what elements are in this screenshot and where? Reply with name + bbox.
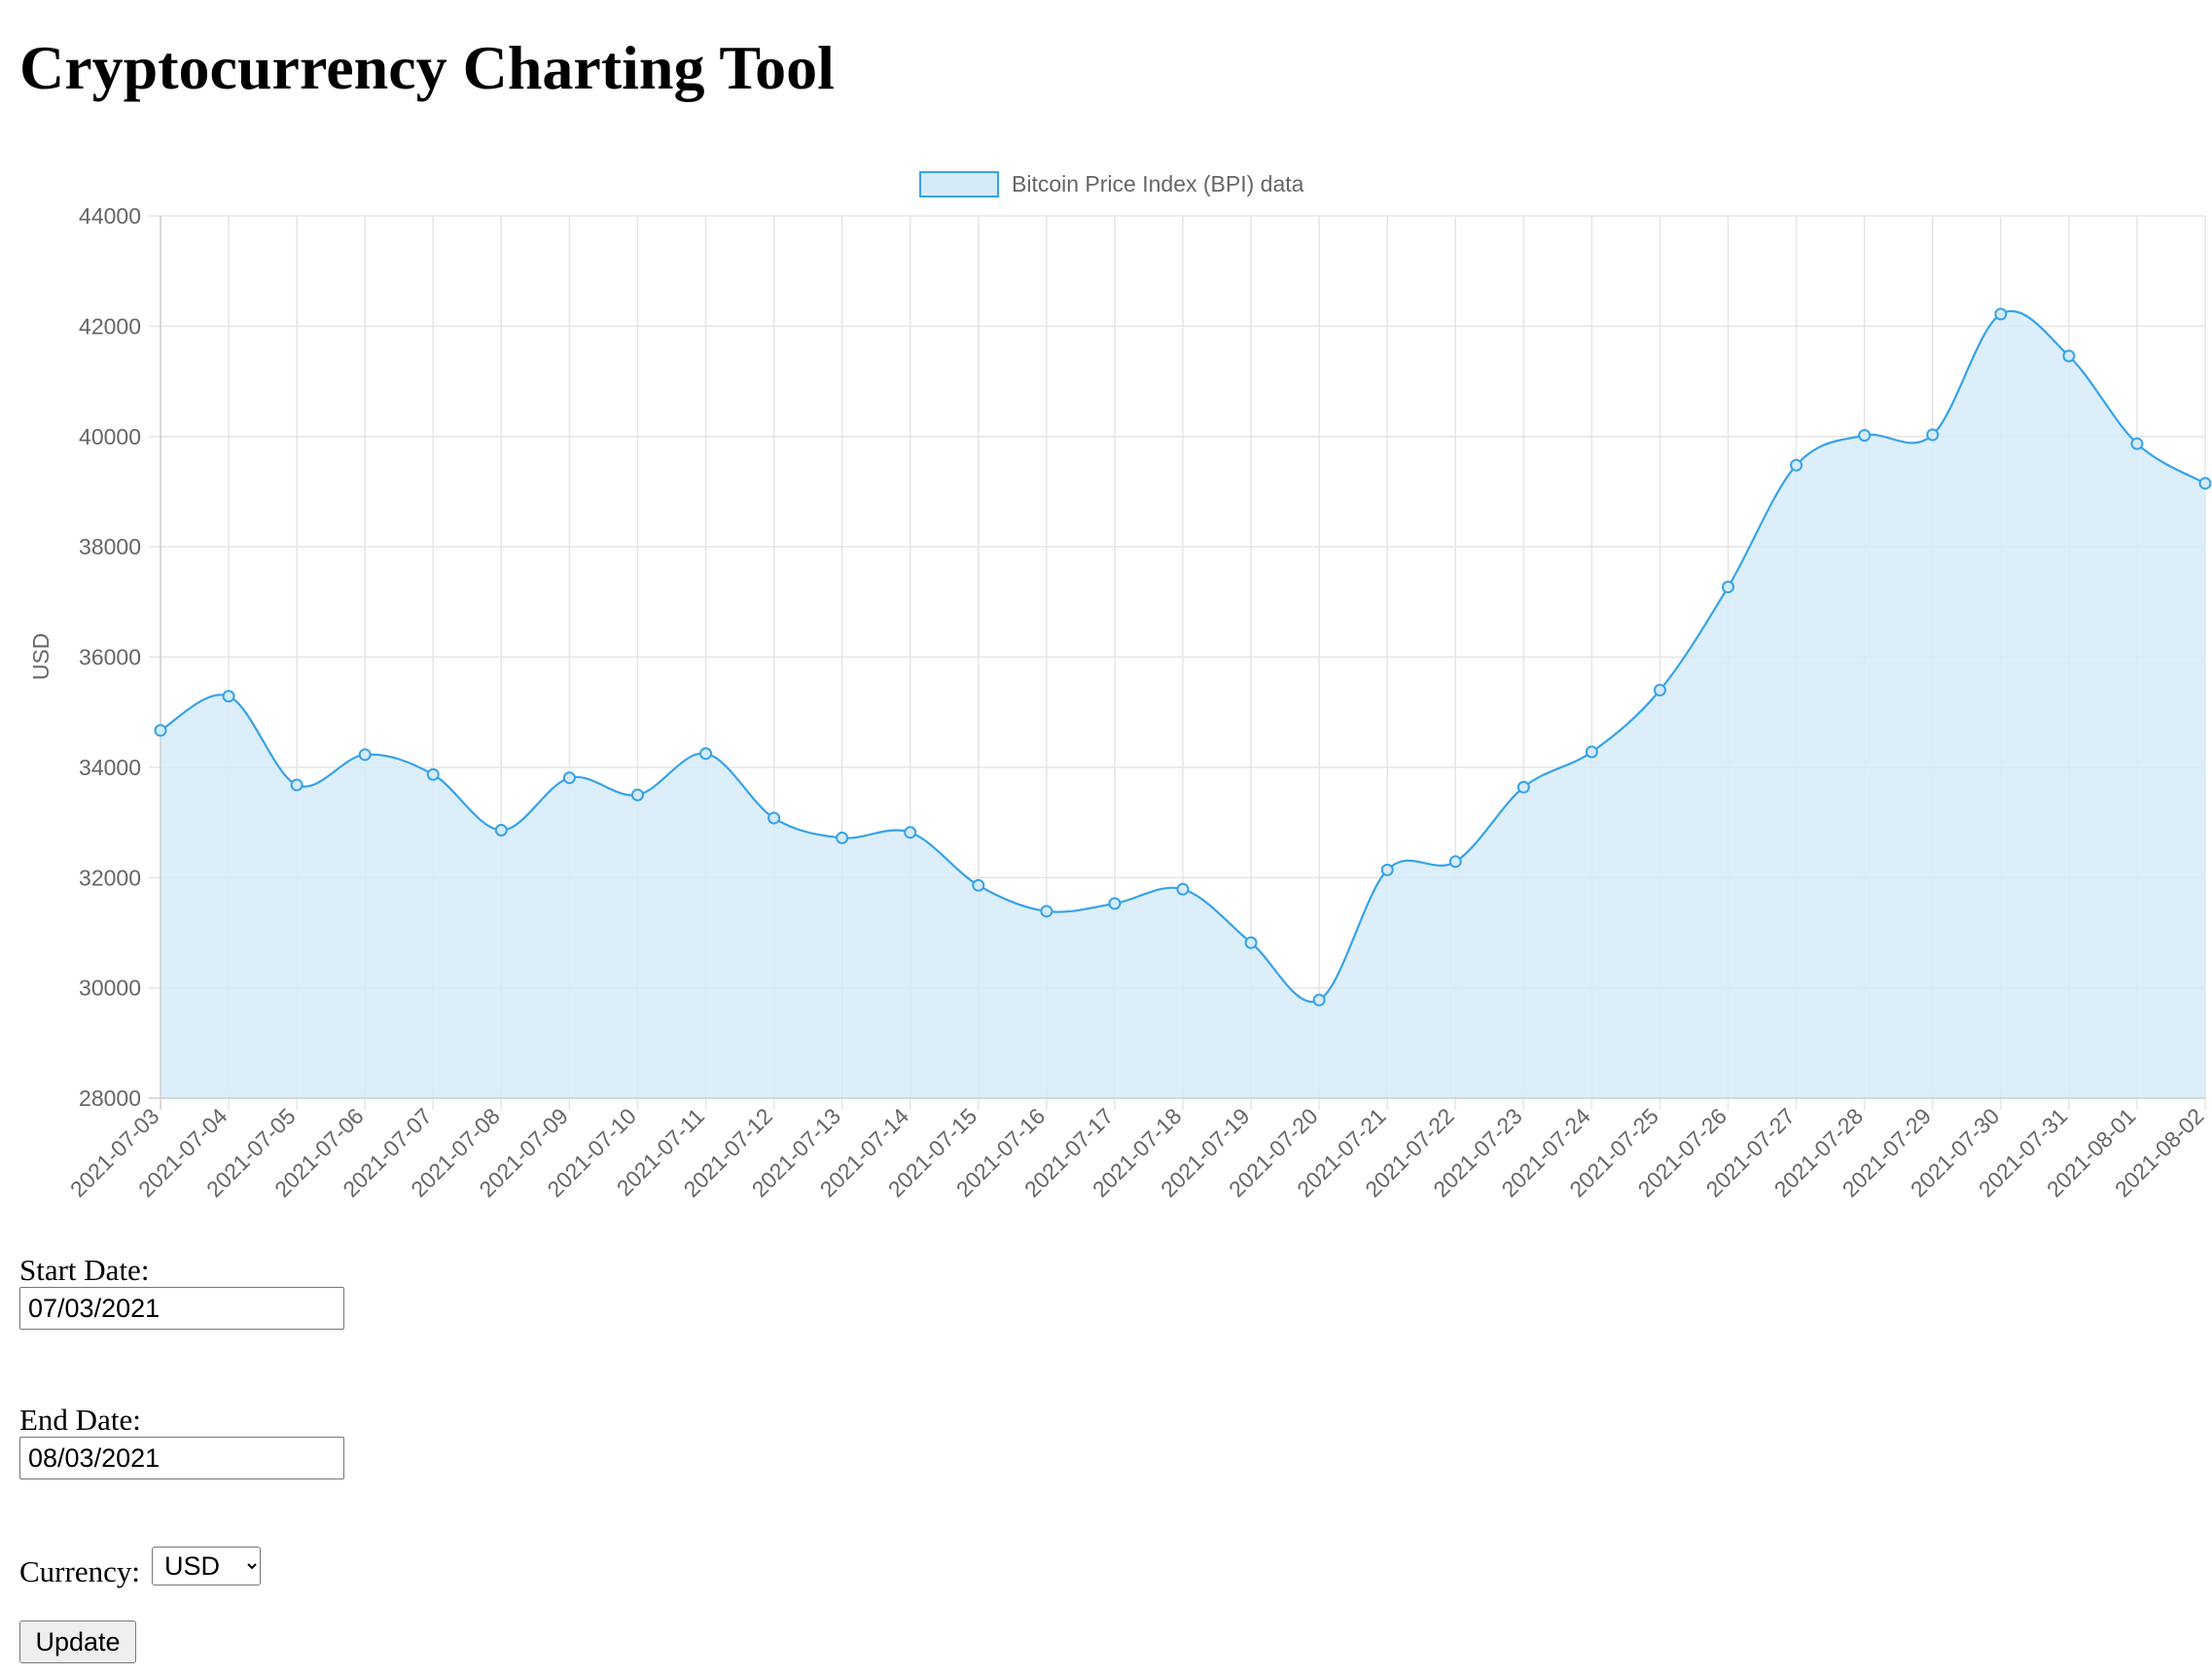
y-tick-label: 42000 bbox=[79, 313, 141, 338]
data-point[interactable] bbox=[1722, 581, 1735, 594]
data-point[interactable] bbox=[1448, 855, 1462, 869]
data-point[interactable] bbox=[2130, 437, 2144, 450]
data-point[interactable] bbox=[426, 767, 440, 781]
start-date-input[interactable] bbox=[19, 1287, 344, 1330]
data-point[interactable] bbox=[767, 811, 781, 825]
y-tick-label: 34000 bbox=[79, 755, 141, 780]
currency-label: Currency: bbox=[19, 1554, 140, 1588]
y-axis-title: USD bbox=[28, 633, 54, 681]
legend-swatch[interactable] bbox=[919, 171, 999, 197]
data-point[interactable] bbox=[1994, 307, 2008, 321]
data-point[interactable] bbox=[1040, 905, 1053, 918]
data-point[interactable] bbox=[2062, 349, 2076, 363]
data-point[interactable] bbox=[154, 724, 167, 737]
data-point[interactable] bbox=[562, 771, 576, 785]
data-point[interactable] bbox=[1653, 684, 1666, 697]
y-tick-label: 30000 bbox=[79, 976, 141, 1001]
data-point[interactable] bbox=[1380, 863, 1394, 876]
y-tick-label: 40000 bbox=[79, 424, 141, 449]
legend-label[interactable]: Bitcoin Price Index (BPI) data bbox=[1012, 171, 1304, 196]
data-point[interactable] bbox=[222, 690, 235, 703]
y-tick-label: 38000 bbox=[79, 534, 141, 559]
end-date-input[interactable] bbox=[19, 1437, 344, 1479]
series-area-fill bbox=[161, 310, 2205, 1098]
bpi-line-chart: 28000 30000 32000 34000 36000 38000 40000 42000… bbox=[28, 171, 2212, 1202]
start-date-label: Start Date: bbox=[19, 1253, 150, 1287]
data-point[interactable] bbox=[1926, 428, 1940, 442]
data-point[interactable] bbox=[2198, 477, 2212, 490]
data-point[interactable] bbox=[699, 747, 713, 761]
y-tick-label: 44000 bbox=[79, 203, 141, 229]
data-point[interactable] bbox=[1108, 897, 1122, 910]
data-point[interactable] bbox=[836, 831, 849, 844]
data-point[interactable] bbox=[972, 878, 985, 892]
y-tick-label: 36000 bbox=[79, 645, 141, 670]
data-point[interactable] bbox=[630, 788, 644, 801]
data-point[interactable] bbox=[904, 826, 917, 839]
data-point[interactable] bbox=[494, 823, 508, 837]
data-point[interactable] bbox=[1585, 745, 1598, 759]
data-point[interactable] bbox=[1176, 882, 1190, 896]
data-point[interactable] bbox=[1312, 993, 1326, 1007]
y-tick-label: 32000 bbox=[79, 865, 141, 890]
data-point[interactable] bbox=[1858, 429, 1872, 443]
data-point[interactable] bbox=[1790, 458, 1803, 472]
y-tick-label: 28000 bbox=[79, 1086, 141, 1111]
currency-select[interactable]: USD bbox=[152, 1547, 261, 1585]
end-date-label: End Date: bbox=[19, 1403, 141, 1437]
data-point[interactable] bbox=[290, 778, 303, 792]
data-point[interactable] bbox=[1516, 780, 1530, 794]
data-point[interactable] bbox=[358, 748, 372, 762]
data-point[interactable] bbox=[1244, 936, 1258, 949]
page-title: Cryptocurrency Charting Tool bbox=[19, 33, 835, 102]
update-button[interactable]: Update bbox=[19, 1621, 136, 1663]
